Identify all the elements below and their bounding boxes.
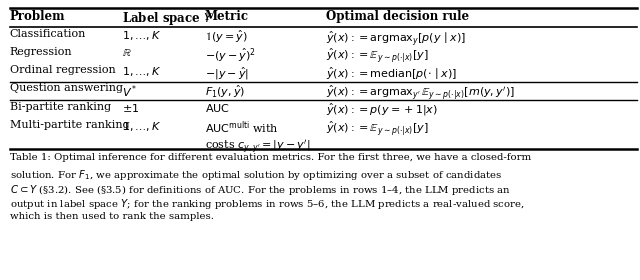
Text: $-|y - \hat{y}|$: $-|y - \hat{y}|$ bbox=[205, 65, 249, 82]
Text: Problem: Problem bbox=[10, 10, 65, 23]
Text: $\mathbb{1}(y = \hat{y})$: $\mathbb{1}(y = \hat{y})$ bbox=[205, 29, 248, 45]
Text: $\hat{y}(x) := \mathbb{E}_{y\sim p(\cdot|x)}[y]$: $\hat{y}(x) := \mathbb{E}_{y\sim p(\cdot… bbox=[326, 120, 429, 138]
Text: $\mathrm{AUC}^{\mathrm{multi}}$ with
costs $c_{y,y'} = |y - y'|$: $\mathrm{AUC}^{\mathrm{multi}}$ with cos… bbox=[205, 120, 310, 156]
Text: Multi-partite ranking: Multi-partite ranking bbox=[10, 120, 129, 130]
Text: $V^*$: $V^*$ bbox=[122, 83, 137, 100]
Text: Label space $Y$: Label space $Y$ bbox=[122, 10, 213, 27]
Text: Regression: Regression bbox=[10, 47, 72, 57]
Text: Classification: Classification bbox=[10, 29, 86, 39]
Text: Table 1: Optimal inference for different evaluation metrics. For the first three: Table 1: Optimal inference for different… bbox=[10, 153, 531, 162]
Text: $1,\ldots,K$: $1,\ldots,K$ bbox=[122, 120, 161, 133]
Text: $\hat{y}(x) := \mathrm{argmax}_{y'} \, \mathbb{E}_{y\sim p(\cdot|x)}\left[m(y,y': $\hat{y}(x) := \mathrm{argmax}_{y'} \, \… bbox=[326, 83, 515, 102]
Text: Ordinal regression: Ordinal regression bbox=[10, 65, 115, 75]
Text: $C \subset Y$ (§3.2). See (§3.5) for definitions of AUC. For the problems in row: $C \subset Y$ (§3.2). See (§3.5) for def… bbox=[10, 183, 511, 197]
Text: Metric: Metric bbox=[205, 10, 249, 23]
Text: $-(y - \hat{y})^2$: $-(y - \hat{y})^2$ bbox=[205, 47, 256, 65]
Text: $1,\ldots,K$: $1,\ldots,K$ bbox=[122, 29, 161, 42]
Text: $\pm 1$: $\pm 1$ bbox=[122, 102, 139, 114]
Text: $\hat{y}(x) := \mathrm{argmax}_y[p(y \mid x)]$: $\hat{y}(x) := \mathrm{argmax}_y[p(y \mi… bbox=[326, 29, 467, 48]
Text: Bi-partite ranking: Bi-partite ranking bbox=[10, 102, 111, 112]
Text: $\hat{y}(x) := \mathrm{median}[p(\cdot \mid x)]$: $\hat{y}(x) := \mathrm{median}[p(\cdot \… bbox=[326, 65, 458, 82]
Text: $\mathrm{AUC}$: $\mathrm{AUC}$ bbox=[205, 102, 230, 114]
Text: $\hat{y}(x) := \mathbb{E}_{y\sim p(\cdot|x)}[y]$: $\hat{y}(x) := \mathbb{E}_{y\sim p(\cdot… bbox=[326, 47, 429, 65]
Text: $F_1(y, \hat{y})$: $F_1(y, \hat{y})$ bbox=[205, 83, 245, 100]
Text: $\hat{y}(x) := p(y = +1|x)$: $\hat{y}(x) := p(y = +1|x)$ bbox=[326, 102, 438, 118]
Text: which is then used to rank the samples.: which is then used to rank the samples. bbox=[10, 212, 214, 221]
Text: $\mathbb{R}$: $\mathbb{R}$ bbox=[122, 47, 131, 58]
Text: output in label space $Y$; for the ranking problems in rows 5–6, the LLM predict: output in label space $Y$; for the ranki… bbox=[10, 197, 524, 211]
Text: Question answering: Question answering bbox=[10, 83, 123, 94]
Text: Optimal decision rule: Optimal decision rule bbox=[326, 10, 470, 23]
Text: $1,\ldots,K$: $1,\ldots,K$ bbox=[122, 65, 161, 78]
Text: solution. For $F_1$, we approximate the optimal solution by optimizing over a su: solution. For $F_1$, we approximate the … bbox=[10, 168, 502, 182]
